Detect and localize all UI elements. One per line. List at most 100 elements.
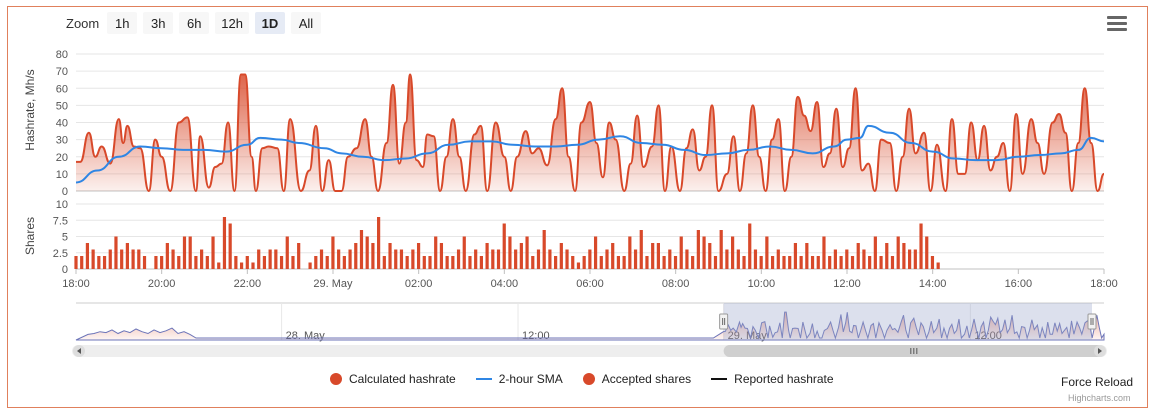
zoom-button-12h[interactable]: 12h <box>215 12 249 34</box>
time-x-axis: 18:00 20:00 22:00 29. May 02:00 04:00 06:00 08:… <box>62 269 1118 290</box>
zoom-button-1d[interactable]: 1D <box>254 12 285 34</box>
zoom-button-1h[interactable]: 1h <box>107 12 138 34</box>
shares-bar <box>925 236 929 269</box>
zoom-label: Zoom <box>66 15 100 31</box>
shares-bar <box>908 249 912 269</box>
shares-bar <box>416 243 421 269</box>
shares-bar <box>559 243 563 269</box>
shares-bar <box>502 223 506 269</box>
shares-bar <box>856 243 860 269</box>
shares-bar <box>514 249 518 269</box>
shares-bar <box>125 243 129 269</box>
shares-bar <box>748 223 752 269</box>
shares-bar <box>759 256 763 269</box>
zoom-button-3h[interactable]: 3h <box>143 12 174 34</box>
shares-bar <box>354 243 358 269</box>
shares-bar <box>445 256 449 269</box>
shares-bar <box>456 249 461 269</box>
shares-bar <box>108 249 112 269</box>
shares-bar <box>325 256 329 269</box>
zoom-button-6h[interactable]: 6h <box>179 12 210 34</box>
arrow-left-icon <box>77 348 81 354</box>
shares-bar <box>753 249 758 269</box>
zoom-button-all[interactable]: All <box>290 12 321 34</box>
shares-bar <box>394 249 398 269</box>
shares-bar <box>919 223 923 269</box>
legend-line-icon <box>475 378 492 380</box>
shares-bar <box>160 256 164 269</box>
y-tick-label: 50 <box>56 100 68 112</box>
shares-bar <box>691 256 695 269</box>
legend-dot-icon <box>330 373 342 385</box>
shares-bar <box>862 249 866 269</box>
navigator-handle-right[interactable] <box>1087 313 1097 330</box>
legend-line-icon <box>711 378 728 380</box>
shares-bar <box>554 256 558 269</box>
legend-item-reported-hashrate[interactable]: Reported hashrate <box>711 372 834 386</box>
shares-bar <box>137 249 141 269</box>
shares-bar <box>222 217 227 269</box>
x-tick-label: 18:00 <box>62 278 90 290</box>
shares-bar <box>542 230 546 269</box>
shares-bar <box>793 243 798 269</box>
shares-bar <box>770 256 775 269</box>
shares-bar <box>154 256 158 269</box>
shares-bar <box>377 217 381 269</box>
legend: Calculated hashrate 2-hour SMA Accepted … <box>330 372 834 386</box>
shares-bar <box>262 256 267 269</box>
legend-item-2-hour-sma[interactable]: 2-hour SMA <box>475 372 563 386</box>
legend-label: Calculated hashrate <box>349 372 456 386</box>
y-tick-label: 0 <box>62 186 68 198</box>
shares-bar <box>890 256 895 269</box>
shares-bar <box>200 249 204 269</box>
x-tick-label: 08:00 <box>662 278 690 290</box>
shares-bar <box>314 256 318 269</box>
force-reload-button[interactable]: Force Reload <box>1061 375 1134 389</box>
shares-bar <box>434 236 438 269</box>
x-tick-label: 02:00 <box>405 278 433 290</box>
shares-bar <box>239 262 244 269</box>
shares-bar <box>628 236 632 269</box>
y-tick-label: 2.5 <box>53 248 68 260</box>
shares-bar <box>142 256 147 269</box>
hamburger-menu-icon[interactable] <box>1107 16 1127 32</box>
shares-bar <box>902 243 906 269</box>
legend-item-calculated-hashrate[interactable]: Calculated hashrate <box>330 372 456 386</box>
legend-label: Reported hashrate <box>734 372 834 386</box>
shares-bar <box>508 236 512 269</box>
shares-bar <box>662 256 666 269</box>
shares-bar <box>788 256 792 269</box>
shares-bar <box>291 256 295 269</box>
shares-bar <box>742 256 746 269</box>
shares-bar <box>182 236 187 269</box>
shares-bar <box>285 236 289 269</box>
hashrate-area <box>76 74 1104 191</box>
shares-bar <box>776 249 780 269</box>
shares-bar <box>479 256 483 269</box>
legend-label: Accepted shares <box>601 372 692 386</box>
shares-bar <box>422 256 426 269</box>
shares-bar <box>845 249 849 269</box>
shares-bar <box>719 230 723 269</box>
y-tick-label: 70 <box>56 66 68 78</box>
legend-item-accepted-shares[interactable]: Accepted shares <box>582 372 692 386</box>
shares-bar <box>736 249 740 269</box>
shares-bar <box>217 262 221 269</box>
shares-bar <box>474 249 478 269</box>
shares-bar <box>930 256 935 269</box>
navigator-handle-left[interactable] <box>719 313 729 330</box>
shares-bar <box>348 249 352 269</box>
y-tick-label: 60 <box>56 83 68 95</box>
shares-bar <box>428 256 432 269</box>
shares-bar <box>576 262 581 269</box>
shares-bar <box>822 236 826 269</box>
shares-bar <box>868 256 872 269</box>
shares-bar <box>702 236 706 269</box>
shares-bar <box>828 256 832 269</box>
shares-bar <box>297 243 301 269</box>
x-tick-label: 14:00 <box>919 278 947 290</box>
highcharts-credits-link[interactable]: Highcharts.com <box>1068 393 1131 403</box>
shares-bar <box>279 256 284 269</box>
shares-bar <box>211 236 215 269</box>
